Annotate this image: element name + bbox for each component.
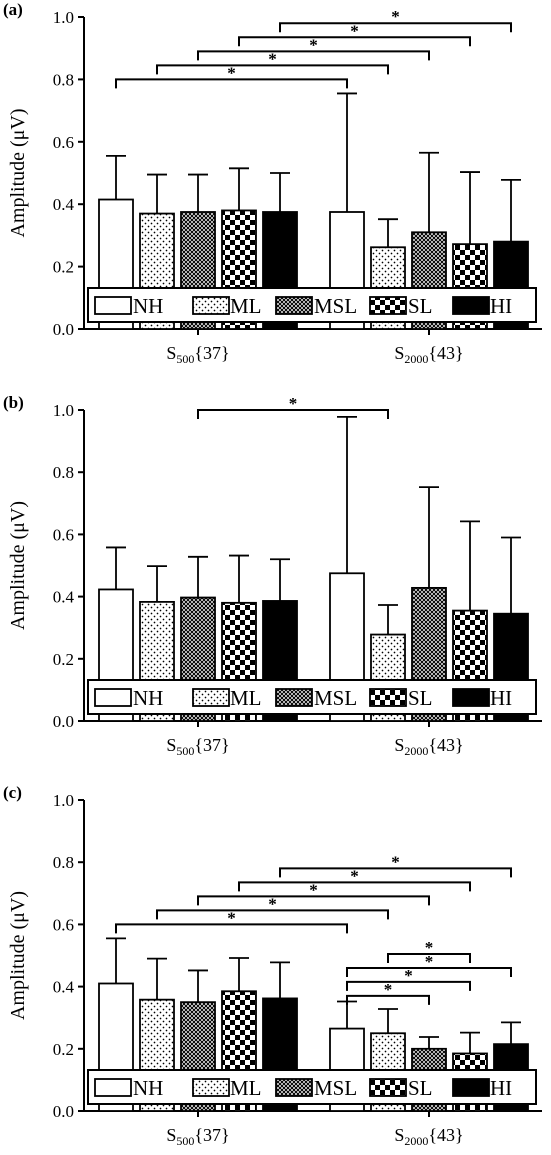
legend-swatch-nh	[94, 296, 132, 315]
x-tick-label: S500{37}	[166, 735, 229, 758]
legend-label-ml: ML	[230, 1076, 262, 1100]
y-tick-label: 0.4	[53, 978, 75, 997]
panel-label: (a)	[3, 0, 23, 19]
significance-bracket	[197, 50, 430, 61]
significance-marker: *	[289, 394, 298, 413]
x-tick-label: S2000{43}	[394, 343, 463, 366]
legend-swatch-msl	[275, 1078, 313, 1097]
y-tick-label: 0.6	[53, 133, 74, 152]
significance-marker: *	[391, 852, 400, 871]
x-tick-label: S500{37}	[166, 343, 229, 366]
y-tick-label: 0.4	[53, 195, 75, 214]
y-tick-label: 0.2	[53, 1040, 74, 1059]
legend-label-hi: HI	[490, 294, 512, 318]
significance-marker: *	[350, 866, 359, 885]
y-tick-label: 1.0	[53, 401, 74, 420]
y-tick-label: 0.0	[53, 320, 74, 339]
y-tick-label: 0.8	[53, 70, 74, 89]
significance-bracket	[279, 22, 512, 33]
legend: NH ML MSL SL HI	[87, 679, 537, 715]
significance-bracket	[346, 994, 430, 1005]
legend-label-sl: SL	[408, 1076, 433, 1100]
significance-marker: *	[227, 63, 236, 82]
legend-label-nh: NH	[133, 294, 163, 318]
y-tick-label: 0.2	[53, 258, 74, 277]
y-tick-label: 1.0	[53, 8, 74, 27]
significance-bracket	[115, 78, 348, 89]
significance-marker: *	[391, 7, 400, 26]
significance-bracket	[346, 966, 512, 977]
y-tick-label: 0.0	[53, 1102, 74, 1121]
y-axis-label: Amplitude (μV)	[7, 501, 29, 630]
legend-label-msl: MSL	[314, 1076, 357, 1100]
legend-swatch-sl	[369, 688, 407, 707]
legend-label-nh: NH	[133, 1076, 163, 1100]
legend-swatch-ml	[192, 688, 230, 707]
legend-swatch-nh	[94, 1078, 132, 1097]
y-tick-label: 0.2	[53, 650, 74, 669]
significance-marker: *	[384, 980, 393, 999]
significance-bracket	[387, 952, 471, 963]
legend-label-msl: MSL	[314, 686, 357, 710]
significance-bracket	[156, 64, 389, 75]
legend-swatch-hi	[452, 688, 490, 707]
legend: NH ML MSL SL HI	[87, 1069, 537, 1105]
y-tick-label: 0.0	[53, 712, 74, 731]
legend-label-msl: MSL	[314, 294, 357, 318]
significance-bracket	[238, 36, 471, 47]
significance-bracket	[197, 409, 389, 419]
legend-swatch-hi	[452, 296, 490, 315]
panel-label: (b)	[3, 393, 24, 412]
x-tick-label: S2000{43}	[394, 735, 463, 758]
significance-marker: *	[309, 35, 318, 54]
significance-marker: *	[268, 894, 277, 913]
significance-bracket	[346, 980, 471, 991]
legend-swatch-msl	[275, 688, 313, 707]
y-tick-label: 0.6	[53, 915, 74, 934]
significance-marker: *	[350, 21, 359, 40]
significance-bracket	[238, 881, 471, 892]
legend-label-hi: HI	[490, 686, 512, 710]
legend-swatch-ml	[192, 1078, 230, 1097]
panel-label: (c)	[3, 783, 22, 802]
significance-bracket	[115, 923, 348, 934]
panel-a: (a) Amplitude (μV) 0.0 0.2 0.4 0.6 0.8 1.0 S500{…	[3, 0, 542, 366]
significance-marker: *	[268, 49, 277, 68]
significance-bracket	[156, 909, 389, 920]
significance-marker: *	[404, 966, 413, 985]
y-tick-label: 0.8	[53, 463, 74, 482]
y-tick-label: 0.8	[53, 853, 74, 872]
legend-label-sl: SL	[408, 686, 433, 710]
y-tick-label: 0.6	[53, 525, 74, 544]
significance-marker: *	[425, 952, 434, 971]
legend-swatch-sl	[369, 296, 407, 315]
x-tick-label: S500{37}	[166, 1125, 229, 1148]
panel-c: (c) Amplitude (μV) 0.0 0.2 0.4 0.6 0.8 1.0 S500{…	[3, 783, 542, 1148]
significance-bracket	[279, 867, 512, 878]
legend: NH ML MSL SL HI	[87, 287, 537, 323]
significance-marker: *	[309, 880, 318, 899]
significance-marker: *	[425, 938, 434, 957]
legend-swatch-sl	[369, 1078, 407, 1097]
legend-label-ml: ML	[230, 686, 262, 710]
x-tick-label: S2000{43}	[394, 1125, 463, 1148]
legend-swatch-ml	[192, 296, 230, 315]
significance-bracket	[197, 895, 430, 906]
y-tick-label: 0.4	[53, 588, 75, 607]
y-axis-label: Amplitude (μV)	[7, 108, 29, 237]
y-axis-label: Amplitude (μV)	[7, 891, 29, 1020]
legend-label-ml: ML	[230, 294, 262, 318]
significance-marker: *	[227, 908, 236, 927]
legend-swatch-hi	[452, 1078, 490, 1097]
panel-b: (b) Amplitude (μV) 0.0 0.2 0.4 0.6 0.8 1.0 S500{…	[3, 393, 542, 758]
legend-label-sl: SL	[408, 294, 433, 318]
legend-swatch-nh	[94, 688, 132, 707]
legend-label-nh: NH	[133, 686, 163, 710]
y-tick-label: 1.0	[53, 791, 74, 810]
legend-swatch-msl	[275, 296, 313, 315]
legend-label-hi: HI	[490, 1076, 512, 1100]
